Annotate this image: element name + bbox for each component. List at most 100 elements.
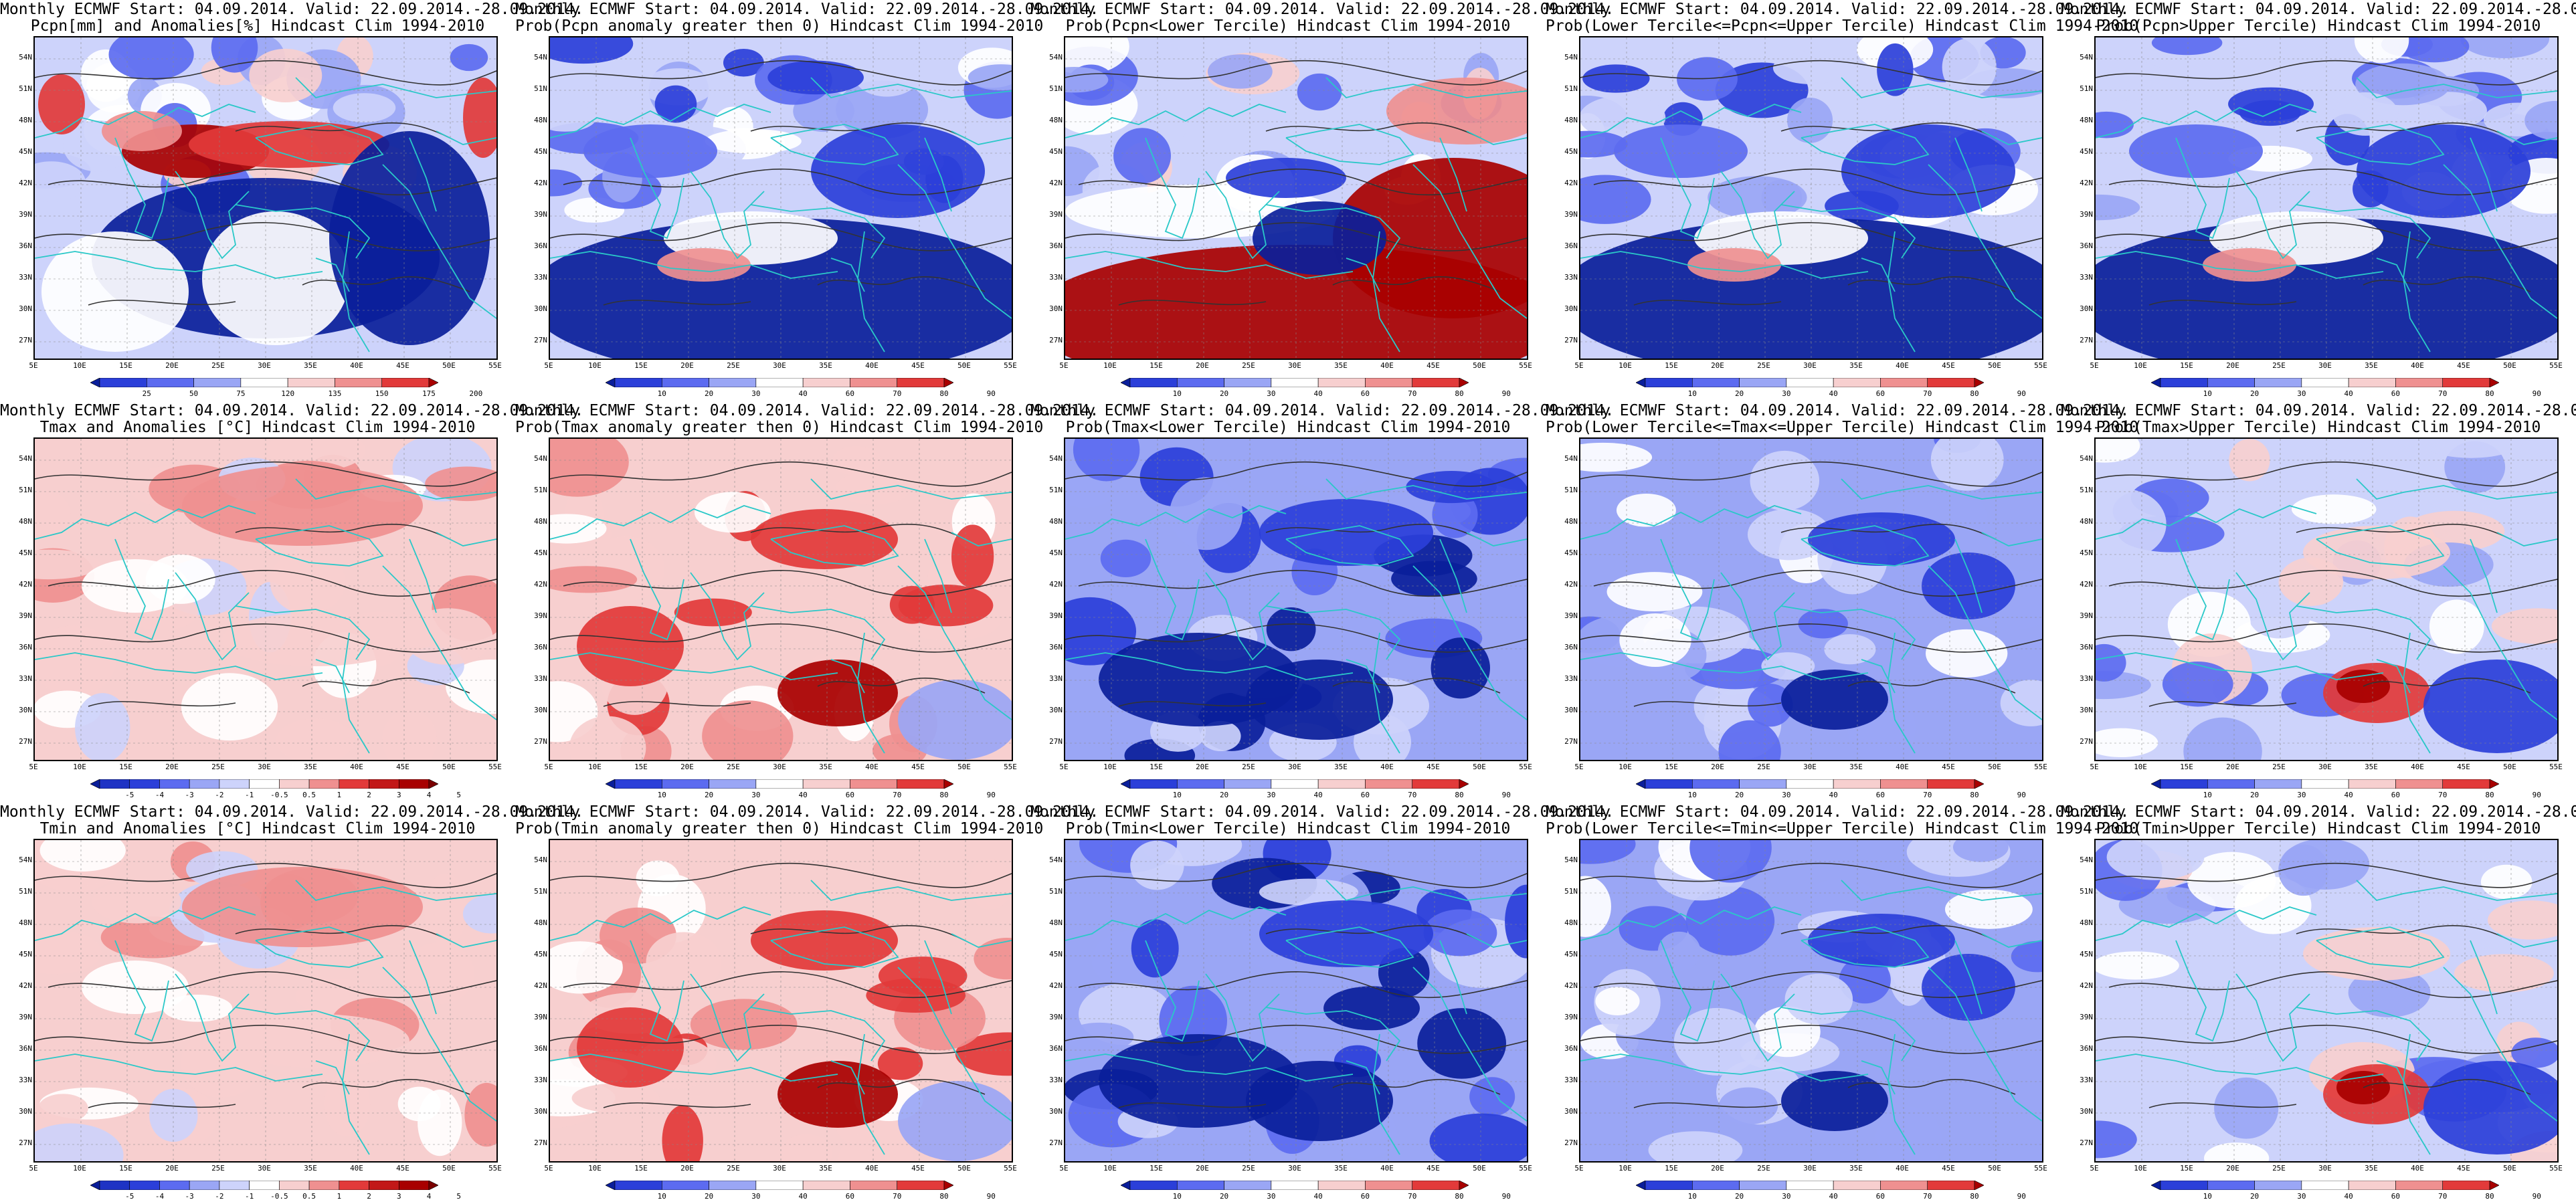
colorbar-tick-label: 30 [1267,389,1276,398]
colorbar-swatch [2348,779,2396,789]
lon-label: 15E [1149,763,1163,771]
forecast-map-canvas [35,840,496,1161]
lon-label: 25E [1757,763,1770,771]
coastline [2296,1007,2431,1062]
lat-label: 33N [19,1076,32,1084]
lat-label: 54N [2080,856,2093,864]
colorbar-tick-label: 70 [2438,389,2448,398]
lat-label: 45N [1049,950,1063,959]
shaded-region [1065,37,1129,75]
contour-line [2096,862,2557,888]
lat-label: 33N [1049,273,1063,282]
coastline [690,973,765,1062]
colorbar-tick-label: 80 [939,389,949,398]
colorbar-swatch [398,1181,430,1190]
coastline [2470,940,2498,1015]
colorbar-swatch [219,1181,250,1190]
coastline [114,940,169,1042]
lat-label: 33N [1564,273,1578,282]
lon-label: 50E [957,763,971,771]
lon-label: 30E [2318,1164,2332,1173]
colorbar-swatch [308,779,340,789]
shaded-region [836,80,929,139]
coastline [2296,204,2431,259]
lon-label: 30E [1288,361,1301,370]
lat-label: 54N [1564,454,1578,463]
colorbar-tick-label: 90 [1501,389,1511,398]
shaded-region [222,613,409,666]
lat-label: 54N [534,53,547,62]
lat-label: 42N [534,580,547,589]
forecast-map [1579,437,2043,761]
forecast-map [549,839,1013,1163]
forecast-map [33,839,498,1163]
lat-label: 48N [2080,918,2093,927]
shaded-region [1718,1087,1778,1125]
colorbar-swatch [2301,1181,2349,1190]
lon-label: 55E [1519,763,1532,771]
contour-line [88,1102,236,1108]
lat-label: 48N [1049,116,1063,124]
forecast-map [2094,36,2559,360]
contour-line [1593,169,2042,196]
colorbar-tick-label: 75 [236,389,246,398]
shaded-region [657,248,751,282]
colorbar-tick-label: 40 [1313,389,1323,398]
contour-line [35,461,496,487]
lon-label: 45E [1427,1164,1440,1173]
panel-title: Monthly ECMWF Start: 04.09.2014. Valid: … [1030,804,1614,837]
lat-label: 30N [1564,706,1578,714]
shaded-region [464,1082,496,1147]
lon-label: 30E [773,1164,786,1173]
colorbar-swatch [606,378,616,387]
contour-line [817,276,986,292]
lat-label: 27N [19,336,32,344]
colorbar-tick-label: 80 [2485,1192,2494,1201]
lon-label: 55E [2034,361,2047,370]
shaded-region [1824,634,1876,665]
colorbar-tick-label: 70 [1923,389,1932,398]
colorbar-tick-label: -4 [155,1192,165,1201]
shaded-region [249,48,323,103]
colorbar-swatch [1365,779,1413,789]
colorbar-swatch [279,779,310,789]
lat-label: 39N [19,611,32,620]
colorbar [2151,779,2499,789]
colorbar-tick-label: 80 [1455,1192,1464,1201]
shaded-region [1841,124,2015,218]
shaded-region [779,1134,832,1161]
lat-label: 36N [534,241,547,250]
lon-label: 30E [2318,763,2332,771]
contour-line [2363,276,2531,292]
lon-label: 25E [1242,763,1255,771]
shaded-region [751,509,898,569]
colorbar-tick-label: -5 [125,791,134,799]
shaded-region [2106,840,2205,880]
colorbar-tick-label: -5 [125,1192,134,1201]
forecast-map-canvas [35,439,496,760]
shaded-region [705,128,802,154]
panel-title: Monthly ECMWF Start: 04.09.2014. Valid: … [2061,804,2576,837]
lon-label: 10E [588,763,602,771]
coastline [2096,652,2384,680]
colorbar-tick-label: 70 [1923,1192,1932,1201]
lat-label: 36N [1564,241,1578,250]
lon-label: 50E [442,1164,456,1173]
lat-label: 27N [2080,1138,2093,1147]
coastline [1580,104,1802,138]
shaded-region [702,700,794,760]
contour-line [1580,1025,2042,1054]
contour-line [563,570,1012,597]
lat-label: 51N [2080,887,2093,896]
lat-label: 51N [1564,486,1578,494]
lon-label: 25E [1757,1164,1770,1173]
lat-label: 30N [1564,304,1578,313]
shaded-region [2096,547,2130,621]
colorbar-tick-label: 40 [798,389,808,398]
coastline [1580,652,1869,680]
shaded-region [1781,1071,1888,1131]
shaded-region [654,85,697,123]
coastline [114,137,169,239]
lon-label: 15E [634,1164,648,1173]
shaded-region [662,1105,703,1161]
